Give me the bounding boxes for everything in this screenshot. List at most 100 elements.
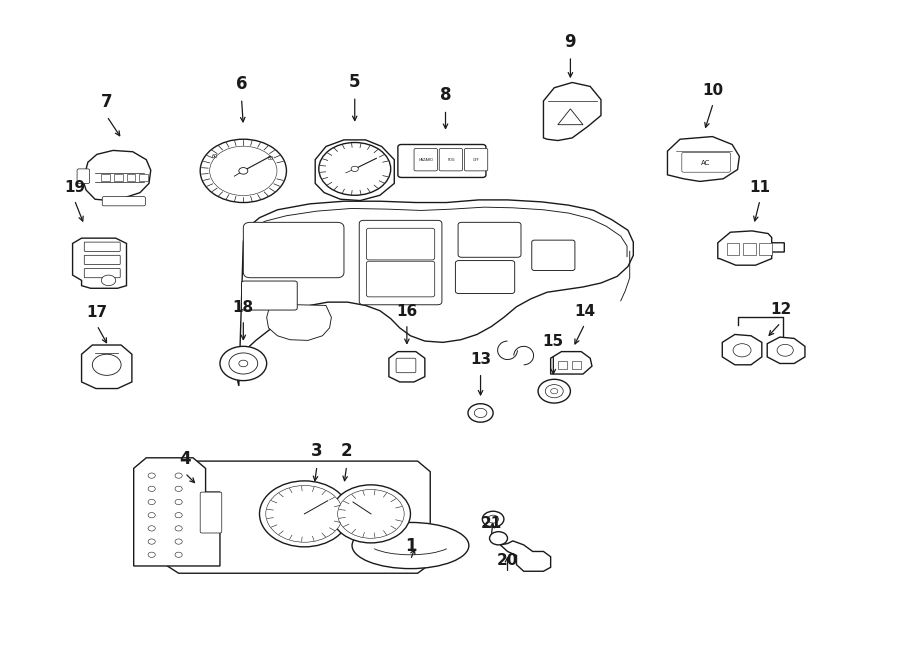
FancyBboxPatch shape <box>464 149 488 171</box>
Polygon shape <box>389 352 425 382</box>
Polygon shape <box>723 334 761 365</box>
Circle shape <box>238 360 248 367</box>
Circle shape <box>490 531 508 545</box>
FancyBboxPatch shape <box>458 222 521 257</box>
Polygon shape <box>82 345 132 389</box>
FancyBboxPatch shape <box>103 196 146 206</box>
Circle shape <box>93 354 122 375</box>
FancyBboxPatch shape <box>85 268 121 278</box>
Circle shape <box>331 485 410 543</box>
Bar <box>127 174 136 180</box>
Circle shape <box>220 346 266 381</box>
Circle shape <box>468 404 493 422</box>
Circle shape <box>148 552 156 557</box>
FancyBboxPatch shape <box>455 260 515 293</box>
Circle shape <box>210 146 277 196</box>
Polygon shape <box>558 109 583 125</box>
FancyBboxPatch shape <box>200 492 221 533</box>
Circle shape <box>175 499 182 504</box>
Circle shape <box>175 552 182 557</box>
Text: 1: 1 <box>405 537 416 555</box>
Circle shape <box>175 539 182 544</box>
Polygon shape <box>83 151 151 200</box>
Polygon shape <box>236 200 634 386</box>
FancyBboxPatch shape <box>366 261 435 297</box>
Circle shape <box>538 379 571 403</box>
FancyBboxPatch shape <box>396 358 416 373</box>
Text: 10: 10 <box>703 83 724 98</box>
Circle shape <box>266 486 343 542</box>
Circle shape <box>200 139 286 202</box>
Polygon shape <box>164 461 430 573</box>
Text: 13: 13 <box>470 352 491 368</box>
Circle shape <box>148 539 156 544</box>
Text: 11: 11 <box>750 180 770 194</box>
Text: 18: 18 <box>233 299 254 315</box>
Circle shape <box>229 353 257 374</box>
Bar <box>727 243 740 254</box>
Circle shape <box>148 473 156 479</box>
Bar <box>558 361 567 369</box>
Circle shape <box>351 167 358 172</box>
FancyBboxPatch shape <box>85 255 121 264</box>
Circle shape <box>148 512 156 518</box>
Polygon shape <box>767 337 805 364</box>
Bar <box>102 174 111 180</box>
Text: 20: 20 <box>497 553 518 568</box>
Bar <box>140 174 148 180</box>
Text: 80: 80 <box>267 156 274 161</box>
Text: OFF: OFF <box>472 158 480 162</box>
FancyBboxPatch shape <box>241 281 297 310</box>
Polygon shape <box>668 137 740 181</box>
Circle shape <box>148 486 156 491</box>
Text: 8: 8 <box>440 86 451 104</box>
FancyBboxPatch shape <box>366 228 435 260</box>
Text: 16: 16 <box>396 303 418 319</box>
Circle shape <box>175 512 182 518</box>
Text: FOG: FOG <box>447 158 454 162</box>
FancyBboxPatch shape <box>439 149 463 171</box>
Circle shape <box>338 489 404 538</box>
Text: 17: 17 <box>86 305 107 320</box>
Polygon shape <box>73 238 127 288</box>
Text: 2: 2 <box>341 442 353 461</box>
Circle shape <box>148 499 156 504</box>
Circle shape <box>551 389 558 394</box>
Text: 21: 21 <box>481 516 502 531</box>
Polygon shape <box>544 83 601 141</box>
Text: 60: 60 <box>212 153 218 159</box>
Circle shape <box>175 525 182 531</box>
Text: AC: AC <box>700 160 710 166</box>
Polygon shape <box>500 541 551 571</box>
Circle shape <box>102 275 116 286</box>
FancyBboxPatch shape <box>532 240 575 270</box>
Text: 19: 19 <box>64 180 85 194</box>
Text: 12: 12 <box>770 302 791 317</box>
Text: 14: 14 <box>574 303 596 319</box>
FancyBboxPatch shape <box>359 220 442 305</box>
Polygon shape <box>551 352 592 374</box>
FancyBboxPatch shape <box>77 169 90 183</box>
Polygon shape <box>718 231 784 265</box>
Text: 6: 6 <box>236 75 248 93</box>
FancyBboxPatch shape <box>682 153 731 173</box>
Circle shape <box>148 525 156 531</box>
Circle shape <box>259 481 349 547</box>
FancyBboxPatch shape <box>398 145 486 177</box>
Text: HAZARD: HAZARD <box>418 158 433 162</box>
Bar <box>759 243 771 254</box>
Circle shape <box>175 486 182 491</box>
Circle shape <box>482 511 504 527</box>
Circle shape <box>238 168 248 174</box>
Polygon shape <box>266 304 331 340</box>
Circle shape <box>734 344 751 357</box>
Text: 5: 5 <box>349 73 361 91</box>
Text: 3: 3 <box>311 442 323 461</box>
Bar <box>114 174 123 180</box>
Bar <box>572 361 581 369</box>
Text: 15: 15 <box>543 334 564 349</box>
FancyBboxPatch shape <box>414 149 437 171</box>
Circle shape <box>777 344 793 356</box>
Circle shape <box>319 143 391 195</box>
FancyBboxPatch shape <box>85 242 121 251</box>
